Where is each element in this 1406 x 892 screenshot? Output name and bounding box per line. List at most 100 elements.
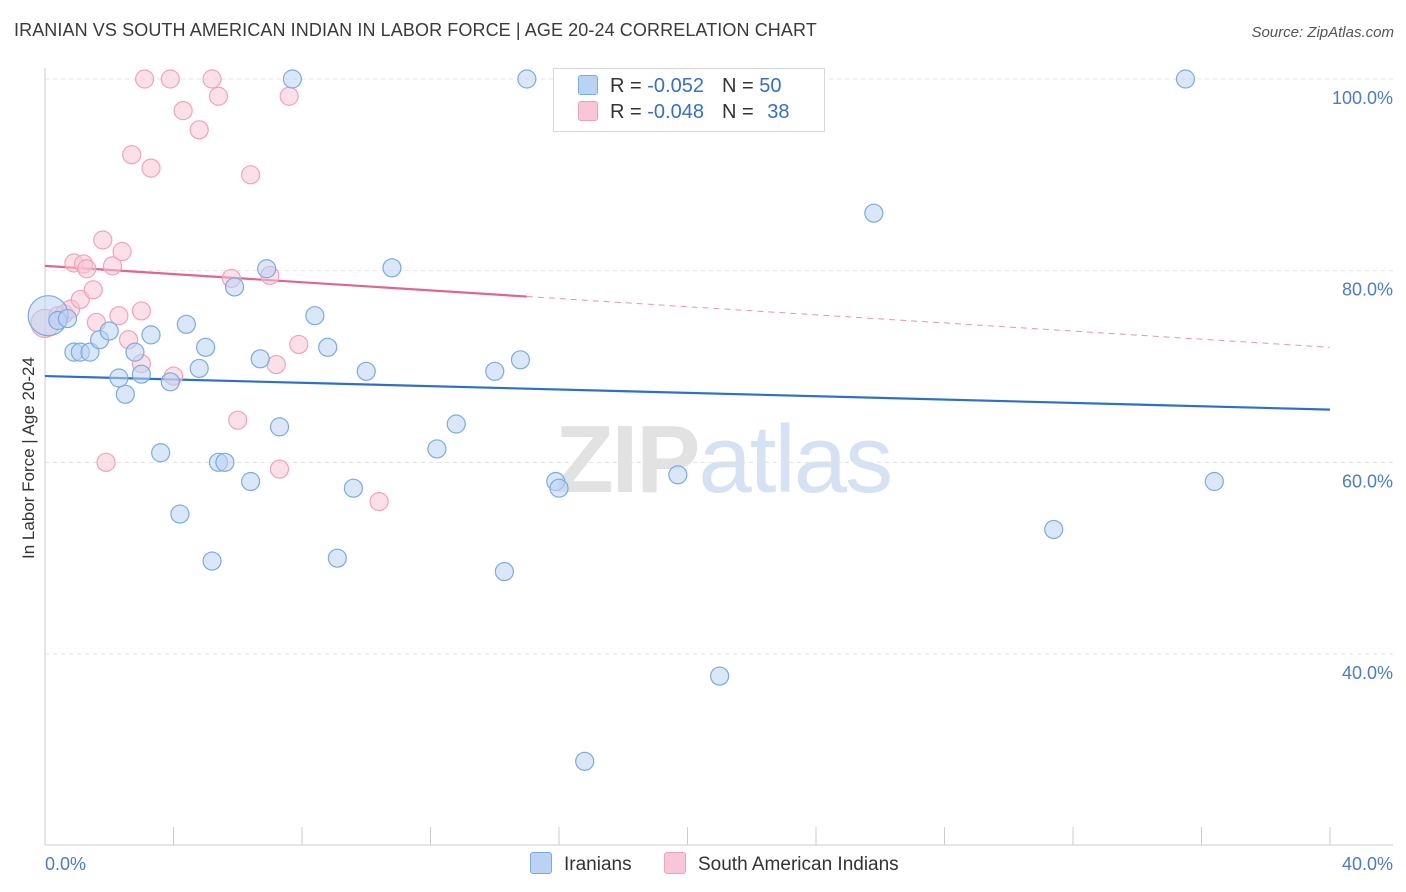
series-swatch-iranians (530, 852, 552, 874)
series-legend-south-american-indians[interactable]: South American Indians (664, 852, 899, 876)
data-point-iranians (318, 337, 338, 357)
axes (44, 68, 1393, 846)
series-swatch-south-american-indians (664, 852, 686, 874)
data-point-iranians (160, 372, 180, 392)
watermark: ZIPatlas (555, 406, 893, 513)
correlation-legend: R = -0.052 N = 50 R = -0.048 N = 38 (553, 68, 825, 132)
data-point-south-american-indians (109, 306, 129, 326)
data-point-iranians (510, 350, 531, 370)
data-point-iranians (1044, 519, 1064, 540)
data-point-iranians (549, 478, 569, 498)
data-point-iranians (446, 414, 466, 434)
legend-swatch-iranians (578, 75, 598, 95)
trend-line-iranians (44, 374, 1331, 411)
data-point-iranians (257, 259, 277, 279)
data-point-iranians (1175, 69, 1196, 89)
data-point-iranians (131, 364, 151, 384)
data-point-iranians (575, 751, 595, 771)
series-legend: Iranians South American Indians (0, 852, 1406, 878)
trend-line-south-american-indians (44, 264, 527, 298)
data-point-south-american-indians (189, 120, 209, 140)
data-point-iranians (189, 358, 209, 379)
y-tick-label: 40.0% (1342, 663, 1393, 683)
data-point-iranians (196, 337, 216, 357)
data-point-iranians (305, 306, 325, 326)
data-point-south-american-indians (269, 459, 290, 479)
data-point-iranians (382, 258, 402, 278)
legend-r-label: R = (610, 75, 648, 97)
data-point-south-american-indians (289, 334, 309, 355)
data-point-iranians (327, 548, 347, 568)
data-point-south-american-indians (266, 354, 286, 375)
legend-swatch-south-american-indians (578, 101, 598, 121)
x-tick-label: 40.0% (1342, 854, 1393, 874)
data-point-iranians (224, 277, 245, 297)
data-point-south-american-indians (112, 241, 132, 262)
legend-r-label: R = (610, 101, 648, 123)
gridlines (45, 78, 1393, 655)
data-point-iranians (170, 504, 190, 524)
data-point-iranians (202, 551, 222, 571)
data-point-iranians (250, 349, 270, 369)
data-point-south-american-indians (279, 86, 299, 106)
legend-r-value: -0.052 (647, 75, 704, 97)
y-tick-label: 100.0% (1332, 88, 1393, 108)
y-tick-label: 60.0% (1342, 471, 1393, 491)
data-point-iranians (151, 443, 171, 463)
data-point-south-american-indians (173, 101, 193, 121)
data-point-iranians (57, 308, 78, 329)
legend-n-value: 50 (759, 75, 782, 97)
source-label: Source: ZipAtlas.com (1251, 24, 1394, 41)
data-point-south-american-indians (122, 145, 142, 165)
data-point-iranians (176, 314, 196, 334)
legend-n-label: N = (721, 101, 760, 123)
data-point-iranians (485, 361, 505, 381)
data-point-south-american-indians (228, 410, 248, 430)
data-point-south-american-indians (241, 165, 261, 185)
data-point-south-american-indians (93, 230, 113, 250)
legend-n-label: N = (721, 75, 760, 97)
data-point-south-american-indians (208, 86, 229, 106)
data-point-south-american-indians (160, 69, 180, 89)
series-label-south-american-indians: South American Indians (698, 854, 899, 875)
data-point-iranians (427, 439, 447, 459)
trend-line-extension (526, 296, 1331, 348)
data-point-iranians (109, 368, 129, 388)
legend-row-south-american-indians: R = -0.048 N = 38 (578, 101, 789, 127)
chart-title: IRANIAN VS SOUTH AMERICAN INDIAN IN LABO… (14, 20, 817, 40)
data-point-iranians (864, 203, 884, 223)
x-tick-label: 0.0% (45, 854, 86, 874)
series-legend-iranians[interactable]: Iranians (530, 852, 632, 876)
legend-n-value: 38 (767, 101, 790, 123)
y-axis-label: In Labor Force | Age 20-24 (19, 357, 38, 559)
data-point-iranians (241, 471, 261, 492)
data-point-iranians (269, 417, 290, 437)
data-point-iranians (215, 452, 235, 472)
data-point-south-american-indians (141, 158, 161, 178)
legend-r-value: -0.048 (647, 101, 704, 123)
data-point-south-american-indians (96, 452, 116, 472)
data-point-iranians (343, 478, 363, 498)
tick-labels: 40.0% 60.0% 80.0% 100.0% 0.0% 40.0% In Labor F… (19, 88, 1393, 874)
data-point-south-american-indians (369, 492, 389, 512)
y-tick-label: 80.0% (1342, 280, 1393, 300)
data-point-south-american-indians (77, 259, 97, 279)
data-point-iranians (710, 666, 730, 686)
data-point-iranians (125, 342, 145, 362)
data-point-south-american-indians (83, 280, 103, 300)
trend-lines (44, 264, 1331, 411)
data-point-south-american-indians (134, 69, 155, 89)
legend-row-iranians: R = -0.052 N = 50 (578, 75, 781, 101)
data-point-south-american-indians (131, 301, 151, 321)
data-point-south-american-indians (70, 289, 90, 310)
data-point-iranians (115, 384, 135, 404)
data-points (27, 69, 1224, 771)
data-point-iranians (282, 69, 302, 89)
data-point-iranians (494, 561, 514, 582)
data-point-iranians (668, 465, 688, 485)
data-point-iranians (517, 69, 537, 89)
data-point-south-american-indians (202, 69, 222, 89)
data-point-iranians (99, 321, 119, 341)
series-label-iranians: Iranians (564, 854, 632, 875)
